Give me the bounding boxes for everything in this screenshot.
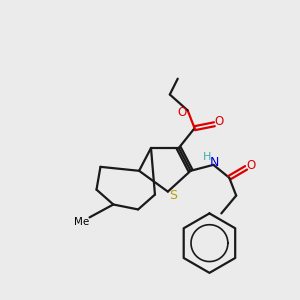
Text: S: S	[169, 189, 177, 202]
Text: O: O	[215, 115, 224, 128]
Text: O: O	[246, 159, 256, 172]
Text: Me: Me	[74, 217, 89, 227]
Text: O: O	[177, 106, 186, 119]
Text: N: N	[210, 156, 219, 170]
Text: H: H	[203, 152, 212, 162]
